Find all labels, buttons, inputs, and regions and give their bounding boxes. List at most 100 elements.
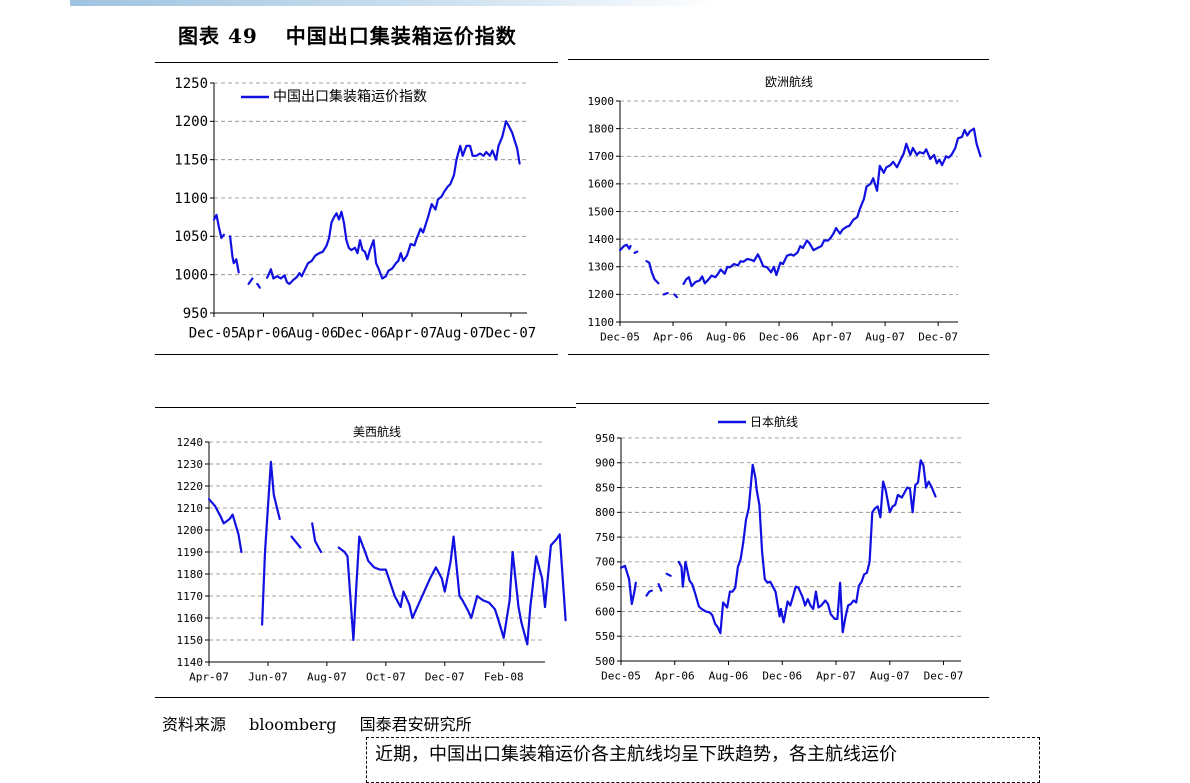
x-tick-label: Dec-07: [425, 670, 465, 683]
chart-title: 欧洲航线: [765, 74, 813, 89]
series-line: [337, 533, 567, 646]
legend-label: 中国出口集装箱运价指数: [273, 88, 427, 105]
x-tick-label: Aug-07: [436, 326, 487, 342]
y-tick-label: 850: [595, 481, 615, 494]
x-tick-label: Dec-06: [759, 330, 799, 343]
source-item-gtja: 国泰君安研究所: [359, 715, 472, 734]
y-tick-label: 1160: [177, 612, 204, 625]
y-tick-label: 1000: [174, 268, 208, 284]
x-tick-label: Apr-07: [812, 330, 852, 343]
series-line: [673, 293, 679, 299]
x-tick-label: Oct-07: [366, 670, 406, 683]
x-tick-label: Dec-07: [918, 330, 958, 343]
chart-japan-route: 500 550 600 650 700 750 800 850 900 950 Dec-05 Apr-…: [595, 414, 964, 682]
y-tick-label: 500: [595, 655, 615, 668]
series-line: [311, 522, 323, 554]
y-tick-label: 1230: [177, 458, 204, 471]
series-line: [212, 213, 225, 239]
series-line: [207, 498, 243, 554]
y-tick-label: 1200: [588, 288, 615, 301]
x-tick-label: Dec-06: [762, 669, 802, 682]
y-tick-label: 1220: [177, 480, 204, 493]
x-tick-label: Apr-07: [387, 326, 438, 342]
y-tick-label: 1700: [588, 150, 615, 163]
rule-top-right: [568, 59, 989, 60]
series-line: [247, 277, 254, 285]
figure-title-text: 中国出口集装箱运价指数: [285, 24, 517, 48]
y-tick-label: 550: [595, 630, 615, 643]
y-tick-label: 900: [595, 457, 615, 470]
series-line: [290, 535, 302, 549]
x-tick-label: Apr-07: [189, 670, 229, 683]
series-line: [665, 572, 672, 577]
x-tick-label: Apr-07: [816, 669, 856, 682]
series-line: [677, 459, 937, 635]
y-tick-label: 950: [595, 432, 615, 445]
series-line: [229, 235, 240, 274]
note-text: 近期，中国出口集装箱运价各主航线均呈下跌趋势，各主航线运价: [375, 744, 897, 765]
y-tick-label: 650: [595, 581, 615, 594]
rule-top-left: [155, 62, 558, 63]
chart-title: 美西航线: [353, 424, 401, 439]
y-tick-label: 800: [595, 506, 615, 519]
x-tick-label: Dec-07: [924, 669, 964, 682]
x-tick-label: Apr-06: [653, 330, 693, 343]
x-tick-label: Dec-07: [486, 326, 537, 342]
chart-china-export-index: 950100010501100115012001250Dec-05Apr-06A…: [174, 76, 537, 342]
x-tick-label: Feb-08: [484, 670, 524, 683]
y-tick-label: 1100: [588, 316, 615, 329]
x-tick-label: Dec-06: [337, 326, 388, 342]
y-tick-label: 1400: [588, 233, 615, 246]
series-line: [645, 589, 653, 597]
source-item-bloomberg: bloomberg: [249, 715, 337, 734]
y-tick-label: 950: [183, 306, 208, 322]
y-tick-label: 1300: [588, 261, 615, 274]
x-tick-label: Aug-07: [865, 330, 905, 343]
y-tick-label: 1100: [174, 191, 208, 207]
y-tick-label: 1210: [177, 502, 204, 515]
y-tick-label: 600: [595, 605, 615, 618]
y-tick-label: 1900: [588, 95, 615, 108]
y-tick-label: 1180: [177, 568, 204, 581]
rule-lower-left-top: [155, 407, 576, 408]
y-tick-label: 1050: [174, 229, 208, 245]
rule-bottom: [155, 697, 989, 698]
y-tick-label: 1140: [177, 656, 204, 669]
x-tick-label: Aug-06: [706, 330, 746, 343]
series-line: [633, 250, 639, 254]
x-tick-label: Aug-07: [870, 669, 910, 682]
y-tick-label: 1250: [174, 76, 208, 92]
x-tick-label: Aug-07: [307, 670, 347, 683]
y-tick-label: 1200: [177, 524, 204, 537]
y-tick-label: 1500: [588, 205, 615, 218]
x-tick-label: Dec-05: [189, 326, 240, 342]
y-tick-label: 1150: [177, 634, 204, 647]
x-tick-label: Apr-06: [238, 326, 289, 342]
x-tick-label: Dec-05: [601, 669, 641, 682]
series-line: [645, 260, 660, 285]
source-line: 资料来源 bloomberg 国泰君安研究所: [162, 711, 490, 735]
top-accent-bar: [70, 0, 720, 6]
note-box: 近期，中国出口集装箱运价各主航线均呈下跌趋势，各主航线运价: [366, 737, 1040, 783]
rule-mid-right-bottom: [568, 354, 989, 355]
chart-europe-route: 1100 1200 1300 1400 1500 1600 1700 1800 1900 Dec-…: [588, 74, 982, 343]
legend-label: 日本航线: [750, 414, 798, 429]
y-tick-label: 1200: [174, 114, 208, 130]
series-line: [657, 583, 663, 592]
y-tick-label: 1600: [588, 178, 615, 191]
x-tick-label: Aug-06: [288, 326, 339, 342]
y-tick-label: 1170: [177, 590, 204, 603]
y-tick-label: 1240: [177, 436, 204, 449]
series-line: [266, 120, 521, 285]
series-line: [682, 127, 982, 288]
y-tick-label: 1800: [588, 122, 615, 135]
rule-lower-right-top: [576, 403, 989, 404]
x-tick-label: Jun-07: [248, 670, 288, 683]
figure-number: 图表 49: [178, 24, 258, 48]
y-tick-label: 1150: [174, 153, 208, 169]
x-tick-label: Dec-05: [600, 330, 640, 343]
rule-mid-left-bottom: [155, 354, 558, 355]
series-line: [618, 243, 632, 252]
series-line: [662, 291, 669, 296]
x-tick-label: Apr-06: [655, 669, 695, 682]
